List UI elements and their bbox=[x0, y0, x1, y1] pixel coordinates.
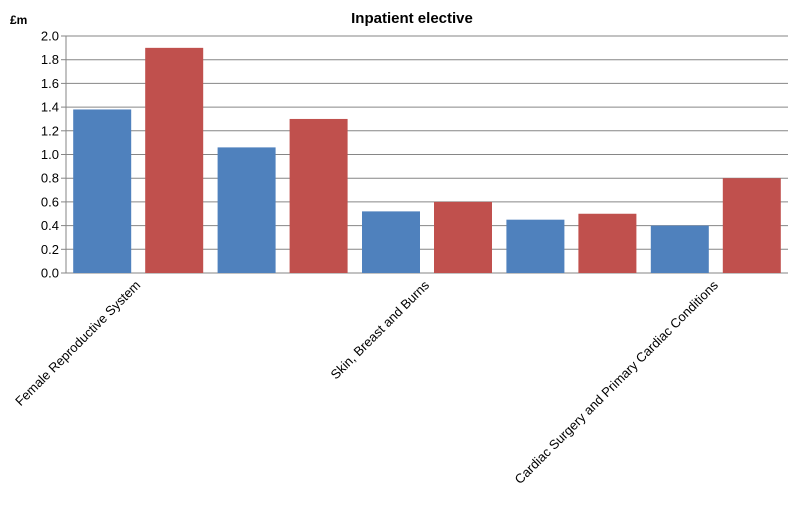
bar bbox=[434, 202, 492, 273]
y-tick-label: 1.8 bbox=[41, 52, 59, 67]
y-tick-label: 1.4 bbox=[41, 100, 59, 115]
y-tick-label: 1.0 bbox=[41, 147, 59, 162]
y-tick-label: 0.4 bbox=[41, 218, 59, 233]
y-tick-label: 2.0 bbox=[41, 29, 59, 44]
bar bbox=[651, 226, 709, 273]
bar bbox=[290, 119, 348, 273]
y-axis-unit-label: £m bbox=[10, 13, 27, 27]
x-category-label: Cardiac Surgery and Primary Cardiac Cond… bbox=[512, 277, 722, 487]
bar bbox=[145, 48, 203, 273]
x-axis-categories: Female Reproductive System Skin, Breast a… bbox=[12, 277, 721, 487]
chart-title: Inpatient elective bbox=[351, 10, 473, 27]
bar bbox=[506, 220, 564, 273]
y-tick-label: 0.2 bbox=[41, 242, 59, 257]
bar bbox=[362, 211, 420, 273]
y-tick-label: 1.2 bbox=[41, 123, 59, 138]
x-category-label: Female Reproductive System bbox=[12, 278, 143, 409]
x-category-label: Skin, Breast and Burns bbox=[327, 277, 432, 382]
bar bbox=[723, 178, 781, 273]
bar bbox=[578, 214, 636, 273]
y-tick-label: 0.8 bbox=[41, 171, 59, 186]
bar bbox=[218, 147, 276, 273]
bar bbox=[73, 109, 131, 273]
y-tick-label: 0.6 bbox=[41, 194, 59, 209]
bars bbox=[73, 48, 781, 273]
y-tick-label: 0.0 bbox=[41, 266, 59, 281]
y-tick-label: 1.6 bbox=[41, 76, 59, 91]
y-axis-ticks: 0.0 0.2 0.4 0.6 0.8 1.0 1.2 1.4 1.6 1.8 2.0 bbox=[41, 29, 66, 281]
